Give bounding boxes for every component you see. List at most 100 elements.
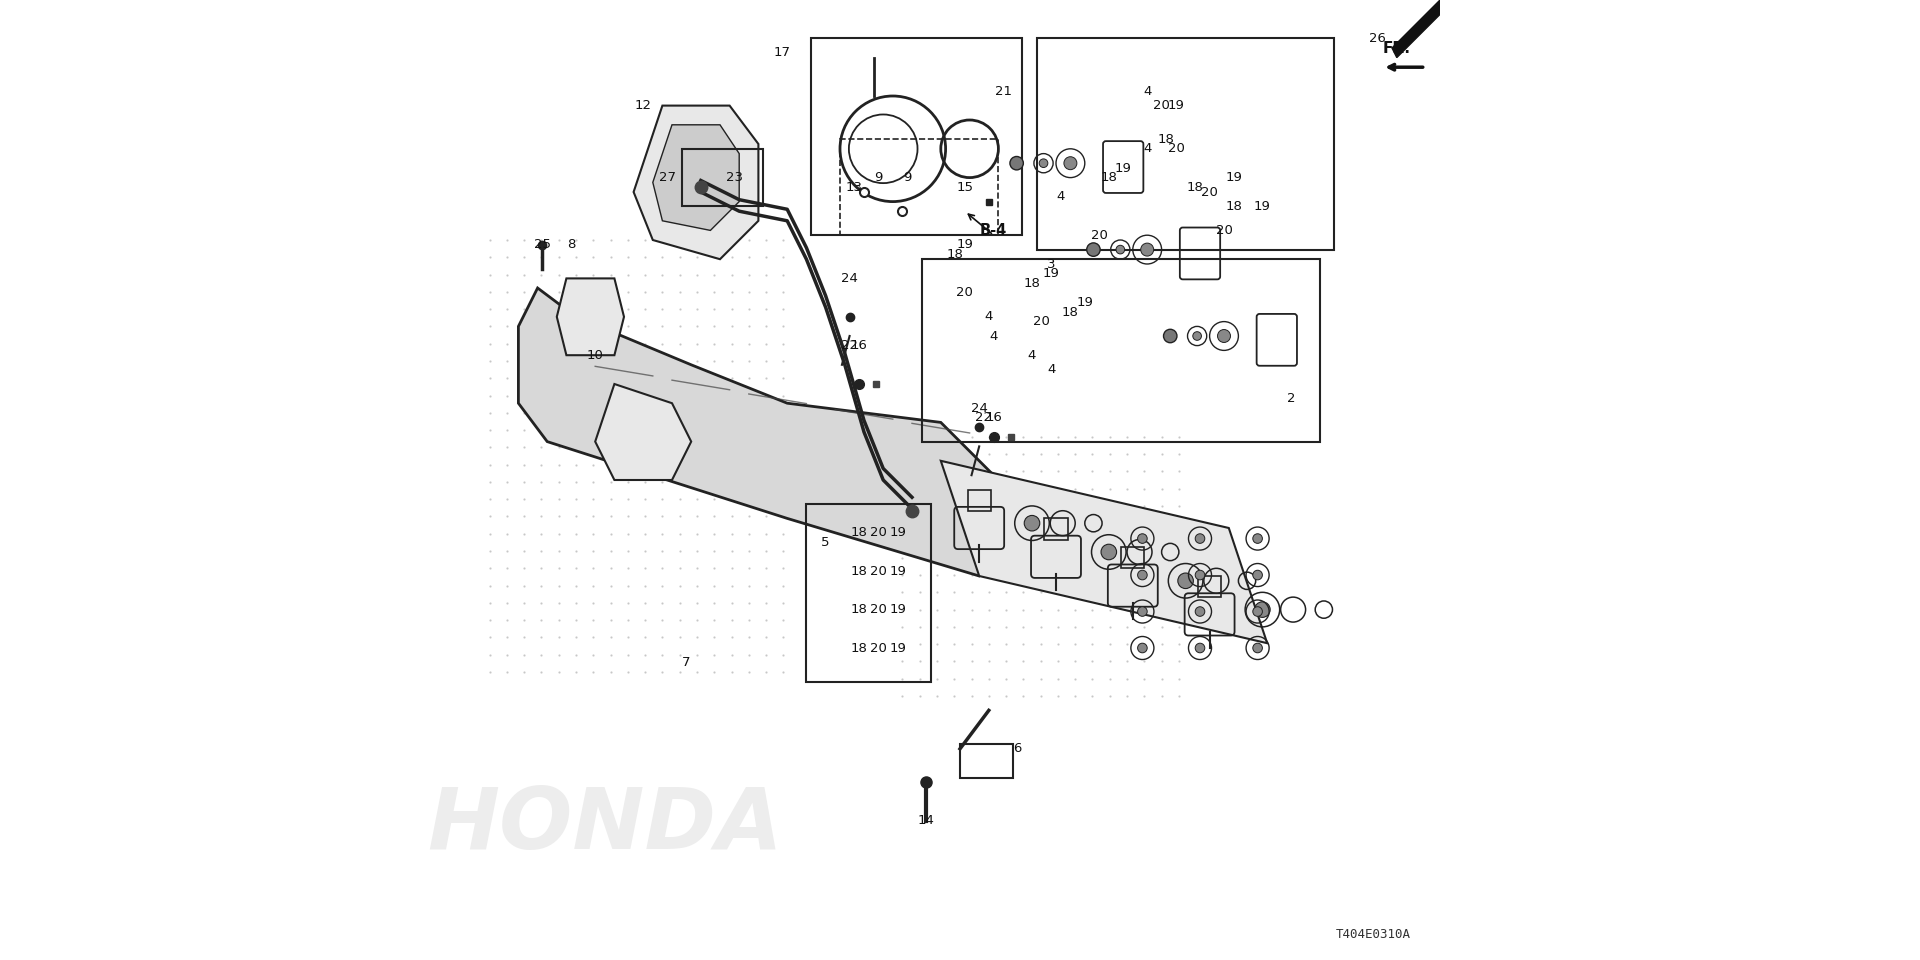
Text: 18: 18 xyxy=(1100,171,1117,184)
Text: 19: 19 xyxy=(1167,99,1185,112)
Circle shape xyxy=(1192,332,1202,341)
Circle shape xyxy=(1252,570,1263,580)
Text: 19: 19 xyxy=(1225,171,1242,184)
Text: 8: 8 xyxy=(566,238,576,252)
Text: 16: 16 xyxy=(851,339,868,352)
Text: 16: 16 xyxy=(985,411,1002,424)
Circle shape xyxy=(1100,544,1117,560)
Text: B-4: B-4 xyxy=(979,223,1008,238)
Bar xyxy=(960,744,1014,778)
Text: 23: 23 xyxy=(726,171,743,184)
Polygon shape xyxy=(653,125,739,230)
Circle shape xyxy=(1010,156,1023,170)
Circle shape xyxy=(1039,158,1048,168)
Text: 19: 19 xyxy=(889,564,906,578)
Text: 4: 4 xyxy=(1056,190,1066,204)
Text: 20: 20 xyxy=(1091,228,1108,242)
Text: 4: 4 xyxy=(1027,348,1037,362)
Circle shape xyxy=(1140,243,1154,256)
Polygon shape xyxy=(518,288,998,576)
Circle shape xyxy=(1194,534,1206,543)
Polygon shape xyxy=(1392,0,1444,58)
Text: 18: 18 xyxy=(1023,276,1041,290)
Text: 20: 20 xyxy=(870,526,887,540)
Bar xyxy=(682,149,764,206)
Text: 20: 20 xyxy=(1154,99,1169,112)
Circle shape xyxy=(1254,602,1271,617)
Text: 20: 20 xyxy=(870,603,887,616)
Circle shape xyxy=(1087,243,1100,256)
Text: 18: 18 xyxy=(1225,200,1242,213)
Bar xyxy=(806,504,931,682)
Text: 22: 22 xyxy=(841,339,858,352)
Text: 19: 19 xyxy=(889,603,906,616)
Bar xyxy=(922,259,1321,442)
Text: 19: 19 xyxy=(889,526,906,540)
Text: 18: 18 xyxy=(947,248,964,261)
Text: 20: 20 xyxy=(1033,315,1050,328)
Bar xyxy=(1037,38,1334,250)
Text: 22: 22 xyxy=(975,411,993,424)
Polygon shape xyxy=(557,278,624,355)
Circle shape xyxy=(1137,570,1148,580)
Text: 21: 21 xyxy=(995,84,1012,98)
Text: T404E0310A: T404E0310A xyxy=(1336,927,1411,941)
Text: 2: 2 xyxy=(1286,392,1296,405)
Text: 24: 24 xyxy=(972,401,987,415)
Text: 18: 18 xyxy=(851,564,868,578)
Bar xyxy=(1121,547,1144,568)
Text: 19: 19 xyxy=(1254,200,1271,213)
Text: 19: 19 xyxy=(956,238,973,252)
Text: 18: 18 xyxy=(851,526,868,540)
Text: 26: 26 xyxy=(1369,32,1386,45)
Circle shape xyxy=(1137,607,1148,616)
Text: 20: 20 xyxy=(870,641,887,655)
Text: 7: 7 xyxy=(682,656,691,669)
Text: 18: 18 xyxy=(851,603,868,616)
Text: 18: 18 xyxy=(851,641,868,655)
Text: 20: 20 xyxy=(956,286,973,300)
Circle shape xyxy=(1194,570,1206,580)
Polygon shape xyxy=(595,384,691,480)
Text: 10: 10 xyxy=(588,348,603,362)
Circle shape xyxy=(1194,643,1206,653)
Text: 19: 19 xyxy=(1043,267,1060,280)
Circle shape xyxy=(1023,516,1041,531)
Circle shape xyxy=(1177,573,1194,588)
Text: 4: 4 xyxy=(1142,142,1152,156)
Bar xyxy=(812,38,1023,235)
Circle shape xyxy=(1217,329,1231,343)
Circle shape xyxy=(1137,534,1148,543)
Circle shape xyxy=(1252,607,1263,616)
Text: 18: 18 xyxy=(1062,305,1079,319)
Text: 4: 4 xyxy=(1142,84,1152,98)
Bar xyxy=(841,139,998,235)
Circle shape xyxy=(1064,156,1077,170)
Text: FR.: FR. xyxy=(1382,40,1411,56)
Circle shape xyxy=(1164,329,1177,343)
Text: 20: 20 xyxy=(1167,142,1185,156)
Text: HONDA: HONDA xyxy=(426,784,783,867)
Text: 19: 19 xyxy=(889,641,906,655)
Text: 12: 12 xyxy=(636,99,651,112)
Text: 19: 19 xyxy=(1077,296,1092,309)
Circle shape xyxy=(1252,534,1263,543)
Text: 15: 15 xyxy=(956,180,973,194)
Text: 14: 14 xyxy=(918,814,935,828)
Text: 4: 4 xyxy=(985,310,993,324)
Text: 4: 4 xyxy=(989,329,998,343)
Circle shape xyxy=(1194,607,1206,616)
Polygon shape xyxy=(634,106,758,259)
Circle shape xyxy=(1252,643,1263,653)
Text: 20: 20 xyxy=(870,564,887,578)
Text: 20: 20 xyxy=(1202,185,1217,199)
Bar xyxy=(968,490,991,511)
Text: 3: 3 xyxy=(1046,257,1056,271)
Polygon shape xyxy=(941,461,1267,643)
Bar xyxy=(1198,576,1221,597)
Text: 13: 13 xyxy=(847,180,862,194)
Text: 4: 4 xyxy=(1046,363,1056,376)
Bar xyxy=(1044,518,1068,540)
Text: 9: 9 xyxy=(902,171,912,184)
Text: 20: 20 xyxy=(1215,224,1233,237)
